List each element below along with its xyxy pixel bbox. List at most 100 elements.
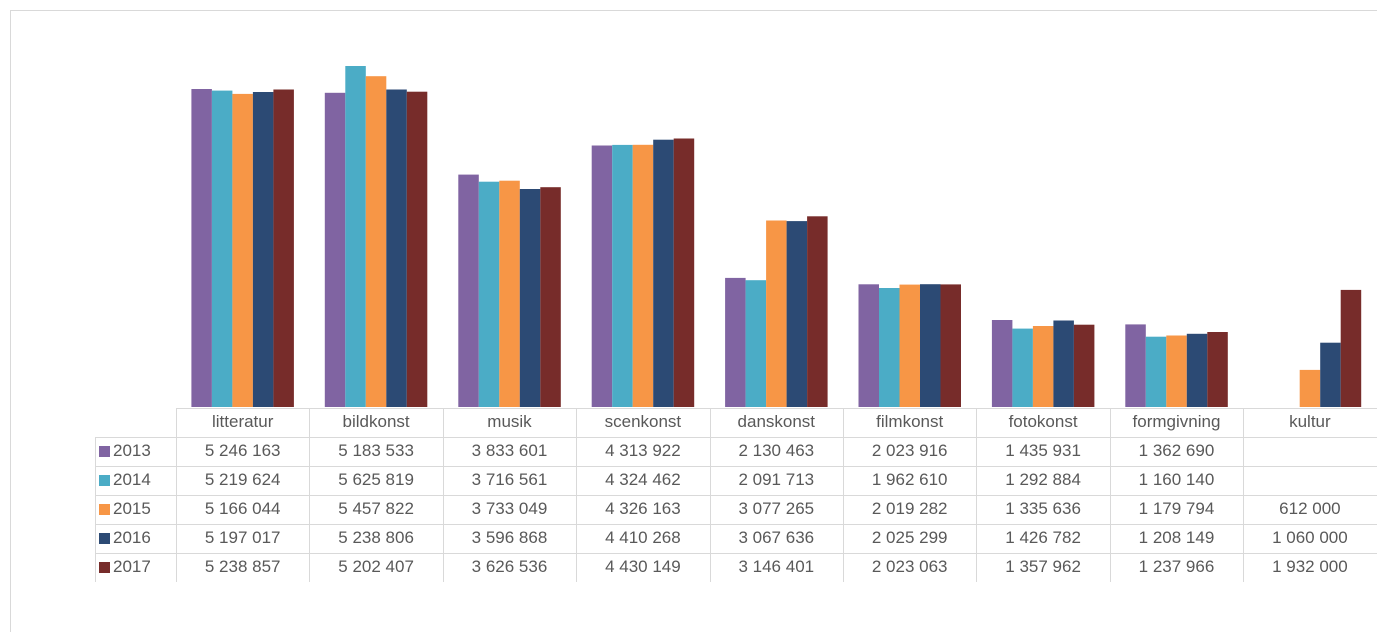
data-label-scenkonst-2013: 4 313 922 [605,441,681,460]
bar-fotokonst-2017 [1073,324,1095,407]
data-label-scenkonst-2015: 4 326 163 [605,499,681,518]
data-label-bildkonst-2015: 5 457 822 [338,499,414,518]
legend-label-2014: 2014 [113,470,151,489]
bar-danskonst-2015 [766,220,787,407]
bar-kultur-2017 [1340,289,1362,407]
category-label-fotokonst: fotokonst [1008,412,1078,431]
bar-litteratur-2013 [191,89,212,407]
legend-key-2017 [99,562,110,573]
data-label-musik-2013: 3 833 601 [471,441,548,460]
bar-fotokonst-2015 [1032,326,1054,407]
legend-key-2016 [99,533,110,544]
bar-bildkonst-2014 [345,66,366,407]
data-label-fotokonst-2017: 1 357 962 [1005,557,1081,576]
bar-bildkonst-2017 [406,91,428,407]
bar-filmkonst-2017 [940,284,961,407]
bar-musik-2017 [540,187,561,407]
data-label-kultur-2017: 1 932 000 [1272,557,1348,576]
bar-musik-2014 [478,181,500,407]
table-line-row [95,553,1377,554]
bar-filmkonst-2014 [879,288,900,407]
bar-fotokonst-2016 [1053,320,1074,407]
data-label-formgivning-2015: 1 179 794 [1138,499,1215,518]
data-label-litteratur-2017: 5 238 857 [204,557,281,576]
category-label-bildkonst: bildkonst [342,412,410,431]
data-label-litteratur-2016: 5 197 017 [204,528,281,547]
legend-key-2013 [99,446,110,457]
table-line-col [1110,408,1111,582]
data-label-danskonst-2015: 3 077 265 [738,499,815,518]
bar-litteratur-2017 [273,89,294,407]
table-line-col [576,408,577,582]
legend-entry-2016: 2016 [95,524,176,553]
legend-key-2015 [99,504,110,515]
bar-filmkonst-2016 [920,284,941,407]
category-label-scenkonst: scenkonst [604,412,682,431]
category-label-formgivning: formgivning [1132,412,1221,431]
bar-filmkonst-2013 [858,284,879,407]
legend-entry-2013: 2013 [95,437,176,466]
data-label-litteratur-2014: 5 219 624 [204,470,281,489]
data-label-scenkonst-2017: 4 430 149 [605,557,681,576]
bar-scenkonst-2013 [591,145,613,407]
table-line-col [976,408,977,582]
data-label-kultur-2014 [1243,466,1376,495]
category-label-litteratur: litteratur [211,412,274,431]
data-label-filmkonst-2014: 1 962 610 [871,470,948,489]
table-line-col [710,408,711,582]
legend-entry-2017: 2017 [95,553,176,582]
legend-label-2016: 2016 [113,528,151,547]
legend-label-2013: 2013 [113,441,151,460]
data-label-scenkonst-2016: 4 410 268 [605,528,681,547]
data-label-litteratur-2013: 5 246 163 [204,441,281,460]
data-label-fotokonst-2015: 1 335 636 [1005,499,1081,518]
bar-formgivning-2013 [1125,324,1146,407]
data-label-bildkonst-2013: 5 183 533 [338,441,414,460]
data-label-kultur-2016: 1 060 000 [1272,528,1348,547]
bar-chart-plot [191,66,1362,408]
data-label-filmkonst-2013: 2 023 916 [871,441,948,460]
chart-frame [10,10,1377,632]
data-label-danskonst-2013: 2 130 463 [738,441,815,460]
legend-label-2015: 2015 [113,499,151,518]
bar-scenkonst-2016 [653,139,674,407]
bar-formgivning-2015 [1166,335,1187,407]
data-label-danskonst-2014: 2 091 713 [738,470,815,489]
data-label-formgivning-2014: 1 160 140 [1138,470,1215,489]
data-label-litteratur-2015: 5 166 044 [204,499,281,518]
bar-musik-2016 [519,189,541,407]
category-label-kultur: kultur [1289,412,1331,431]
data-label-filmkonst-2016: 2 025 299 [871,528,948,547]
bar-litteratur-2014 [211,90,233,407]
bar-litteratur-2016 [252,92,274,407]
table-line-col [1243,408,1244,582]
legend-label-2017: 2017 [113,557,151,576]
table-line-legend-left [95,437,96,582]
legend-entry-2014: 2014 [95,466,176,495]
bar-bildkonst-2016 [386,89,407,407]
bar-litteratur-2015 [232,93,253,408]
bar-musik-2015 [499,180,520,407]
data-label-musik-2014: 3 716 561 [471,470,548,489]
table-line-row [95,524,1377,525]
data-label-danskonst-2016: 3 067 636 [738,528,815,547]
data-label-formgivning-2013: 1 362 690 [1138,441,1215,460]
bar-musik-2013 [458,174,479,407]
table-line-row [95,437,1377,438]
data-label-fotokonst-2016: 1 426 782 [1005,528,1081,547]
bar-scenkonst-2014 [612,144,633,407]
data-label-formgivning-2017: 1 237 966 [1138,557,1215,576]
table-line-col [176,408,177,582]
bar-danskonst-2013 [725,277,746,407]
data-label-bildkonst-2014: 5 625 819 [338,470,414,489]
bar-danskonst-2016 [786,221,808,407]
category-label-danskonst: danskonst [737,412,816,431]
data-label-kultur-2015: 612 000 [1279,499,1341,518]
table-line-col [843,408,844,582]
bar-fotokonst-2013 [991,320,1013,407]
table-line-row [95,495,1377,496]
data-label-filmkonst-2017: 2 023 063 [871,557,948,576]
bar-scenkonst-2015 [632,144,654,408]
data-label-formgivning-2016: 1 208 149 [1138,528,1215,547]
bar-fotokonst-2014 [1012,328,1033,407]
